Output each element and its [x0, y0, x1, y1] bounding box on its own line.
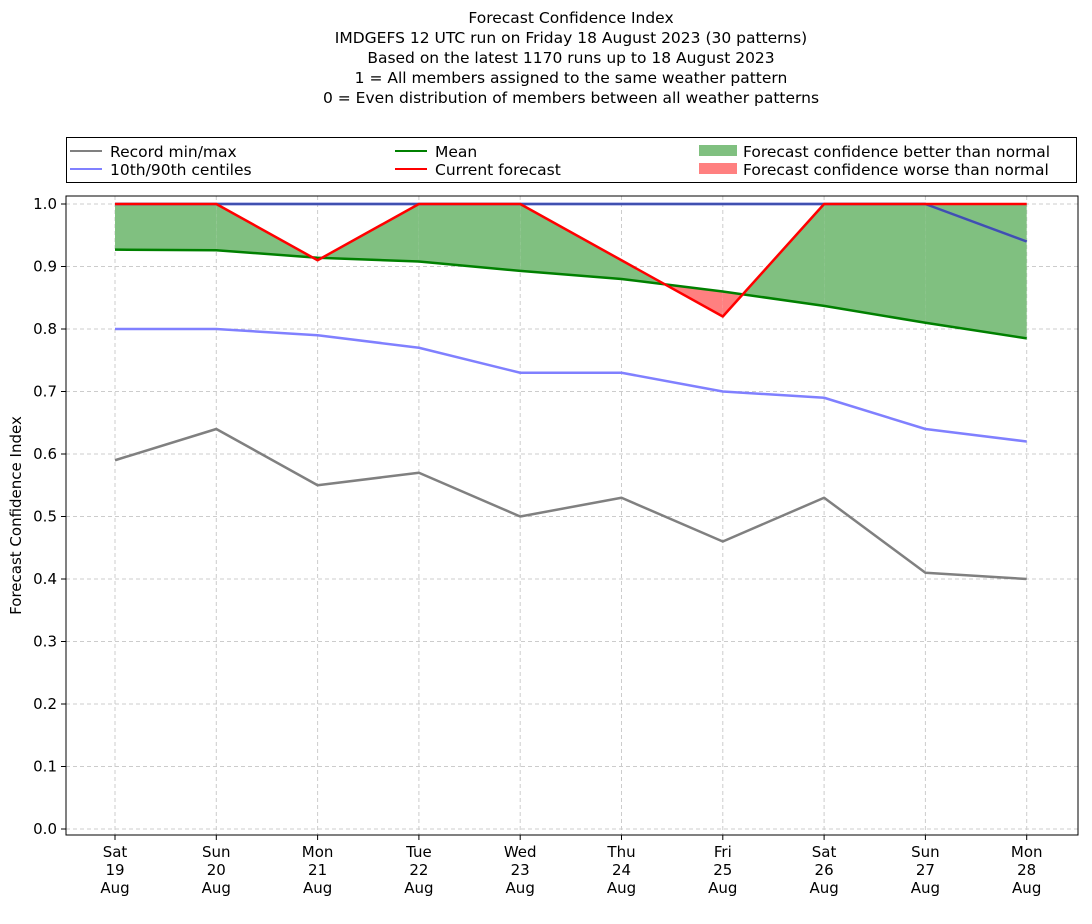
chart-subtitle-runs: Based on the latest 1170 runs up to 18 A… — [367, 49, 775, 67]
x-tick-label: 25 — [713, 861, 732, 879]
y-tick-label: 1.0 — [33, 195, 57, 213]
x-tick-label: Aug — [708, 879, 737, 897]
x-tick-label: Aug — [100, 879, 129, 897]
fill-better-region — [520, 204, 622, 279]
chart-title: Forecast Confidence Index — [468, 9, 674, 27]
legend-swatch-record — [70, 149, 102, 152]
x-tick-label: Sun — [202, 843, 231, 861]
legend-item-record: Record min/max — [70, 143, 237, 161]
x-tick-label: Wed — [504, 843, 537, 861]
legend-swatch-worse — [699, 163, 737, 174]
legend-item-current: Current forecast — [395, 161, 561, 179]
x-tick-label: 19 — [105, 861, 124, 879]
centile-10th-line — [115, 327, 1027, 443]
x-tick-label: Aug — [202, 879, 231, 897]
fill-better-region — [115, 204, 217, 251]
legend-swatch-centiles — [70, 167, 102, 170]
x-tick-label: Tue — [405, 843, 432, 861]
x-tick-label: 22 — [409, 861, 428, 879]
legend-item-centiles: 10th/90th centiles — [70, 161, 252, 179]
x-tick-label: Aug — [1012, 879, 1041, 897]
chart-subtitle-zero: 0 = Even distribution of members between… — [322, 89, 820, 107]
fill-better-region — [742, 204, 825, 306]
current-forecast-line — [115, 202, 1027, 318]
legend-item-worse: Forecast confidence worse than normal — [699, 161, 1049, 179]
y-tick-label: 0.7 — [33, 383, 57, 401]
x-tick-label: Aug — [506, 879, 535, 897]
mean-line — [114, 248, 1027, 340]
x-tick-label: Mon — [302, 843, 334, 861]
x-tick-label: 23 — [511, 861, 530, 879]
x-tick-label: Aug — [607, 879, 636, 897]
y-axis-label: Forecast Confidence Index — [7, 416, 25, 615]
x-tick-label: Sat — [103, 843, 128, 861]
chart-subtitle-one: 1 = All members assigned to the same wea… — [354, 69, 788, 87]
x-tick-label: Fri — [714, 843, 732, 861]
y-tick-label: 0.6 — [33, 445, 57, 463]
legend-swatch-better — [699, 145, 737, 156]
x-tick-label: 27 — [916, 861, 935, 879]
legend-swatch-current — [395, 167, 427, 170]
legend-swatch-mean — [395, 149, 427, 152]
legend-item-better: Forecast confidence better than normal — [699, 143, 1050, 161]
x-tick-label: Aug — [911, 879, 940, 897]
y-tick-label: 0.2 — [33, 695, 57, 713]
y-tick-label: 0.8 — [33, 320, 57, 338]
x-tick-label: 20 — [207, 861, 226, 879]
x-tick-label: Thu — [606, 843, 635, 861]
y-tick-label: 0.4 — [33, 570, 57, 588]
legend-label-centiles: 10th/90th centiles — [110, 161, 252, 179]
chart-title-block: Forecast Confidence Index IMDGEFS 12 UTC… — [0, 8, 1092, 108]
y-tick-label: 0.1 — [33, 758, 57, 776]
legend: Record min/max 10th/90th centiles Mean C… — [66, 137, 1077, 183]
x-tick-label: Mon — [1011, 843, 1043, 861]
fill-better-region — [824, 204, 926, 323]
x-tick-label: 24 — [612, 861, 631, 879]
record-min-line — [114, 427, 1027, 581]
legend-item-mean: Mean — [395, 143, 477, 161]
fill-better-region — [925, 204, 1027, 339]
y-tick-label: 0.0 — [33, 820, 57, 838]
x-tick-label: Sun — [911, 843, 940, 861]
x-tick-label: Aug — [809, 879, 838, 897]
x-tick-label: 28 — [1017, 861, 1036, 879]
plot-frame — [65, 195, 1079, 836]
legend-label-mean: Mean — [435, 143, 478, 161]
x-tick-label: 26 — [815, 861, 834, 879]
y-tick-label: 0.9 — [33, 258, 57, 276]
legend-label-worse: Forecast confidence worse than normal — [743, 161, 1049, 179]
legend-label-record: Record min/max — [110, 143, 237, 161]
y-tick-label: 0.5 — [33, 508, 57, 526]
x-tick-label: 21 — [308, 861, 327, 879]
fill-better-region — [418, 204, 521, 271]
chart-subtitle-run: IMDGEFS 12 UTC run on Friday 18 August 2… — [334, 29, 808, 47]
legend-label-better: Forecast confidence better than normal — [743, 143, 1051, 161]
x-tick-label: Sat — [812, 843, 837, 861]
y-tick-label: 0.3 — [33, 633, 57, 651]
x-tick-label: Aug — [404, 879, 433, 897]
x-tick-label: Aug — [303, 879, 332, 897]
legend-label-current: Current forecast — [435, 161, 561, 179]
